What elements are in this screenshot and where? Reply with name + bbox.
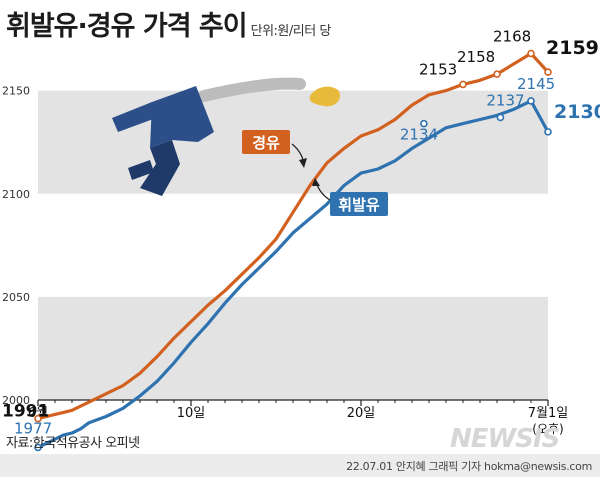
gasoline-point (420, 119, 428, 128)
gasoline-point (527, 97, 535, 105)
x-tick-label: 10일 (177, 406, 206, 421)
fuel-nozzle-icon (150, 86, 214, 148)
gasoline-point (544, 128, 552, 136)
diesel-point (544, 68, 552, 76)
gasoline-tag-box (330, 192, 388, 216)
diesel-point (459, 80, 467, 89)
fuel-drop-icon (309, 86, 341, 107)
band-2000-2050 (38, 296, 548, 400)
diesel-value-label: 2158 (457, 48, 495, 66)
diesel-value-label: 2159 (546, 37, 599, 59)
fuel-nozzle-handle (140, 140, 180, 196)
y-tick-label: 2150 (2, 85, 30, 98)
y-tick-label: 2050 (2, 291, 30, 304)
diesel-tag-arrowhead (299, 158, 307, 168)
diesel-point (527, 49, 535, 58)
newsis-watermark: NEWSIS (450, 424, 560, 454)
gasoline-value-label: 2130 (554, 101, 600, 123)
fuel-hose (198, 77, 306, 102)
x-tick-label: 20일 (347, 406, 376, 421)
y-tick-label: 2100 (2, 188, 30, 201)
band-2100-2150 (38, 90, 548, 194)
diesel-line (37, 51, 550, 421)
gasoline-value-label: 2137 (486, 91, 524, 109)
diesel-value-label: 2168 (493, 28, 531, 46)
gasoline-value-label: 2145 (517, 75, 555, 93)
diesel-point (493, 70, 501, 78)
gasoline-point (34, 443, 42, 452)
gasoline-tag-arrowhead (312, 178, 320, 186)
footer-bar (0, 454, 600, 477)
chart-header: 휘발유·경유 가격 추이 단위:원/리터 당 (6, 4, 331, 43)
gasoline-value-label: 2134 (400, 126, 438, 144)
x-tick-label: 7월1일 (528, 406, 568, 421)
gasoline-point (496, 113, 505, 122)
x-subnote: (오후) (532, 422, 563, 436)
y-tick-label: 2000 (2, 394, 30, 407)
fuel-nozzle-spout (112, 102, 156, 132)
credit-line: 22.07.01 안지혜 그래픽 기자 hokma@newsis.com (346, 460, 592, 473)
chart-title: 휘발유·경유 가격 추이 (6, 11, 248, 42)
gasoline-line (37, 99, 550, 449)
diesel-tag-label: 경유 (252, 134, 280, 152)
unit-label: 단위:원/리터 당 (250, 24, 332, 39)
gasoline-value-label: 1977 (14, 419, 52, 437)
fuel-nozzle-trigger (128, 160, 154, 180)
diesel-value-label: 1991 (2, 402, 49, 422)
source-note: 자료:한국석유공사 오피넷 (6, 436, 140, 451)
diesel-value-label: 2153 (419, 60, 457, 78)
diesel-tag-box (242, 130, 290, 154)
diesel-point (34, 414, 42, 423)
gasoline-tag-label: 휘발유 (338, 196, 380, 214)
